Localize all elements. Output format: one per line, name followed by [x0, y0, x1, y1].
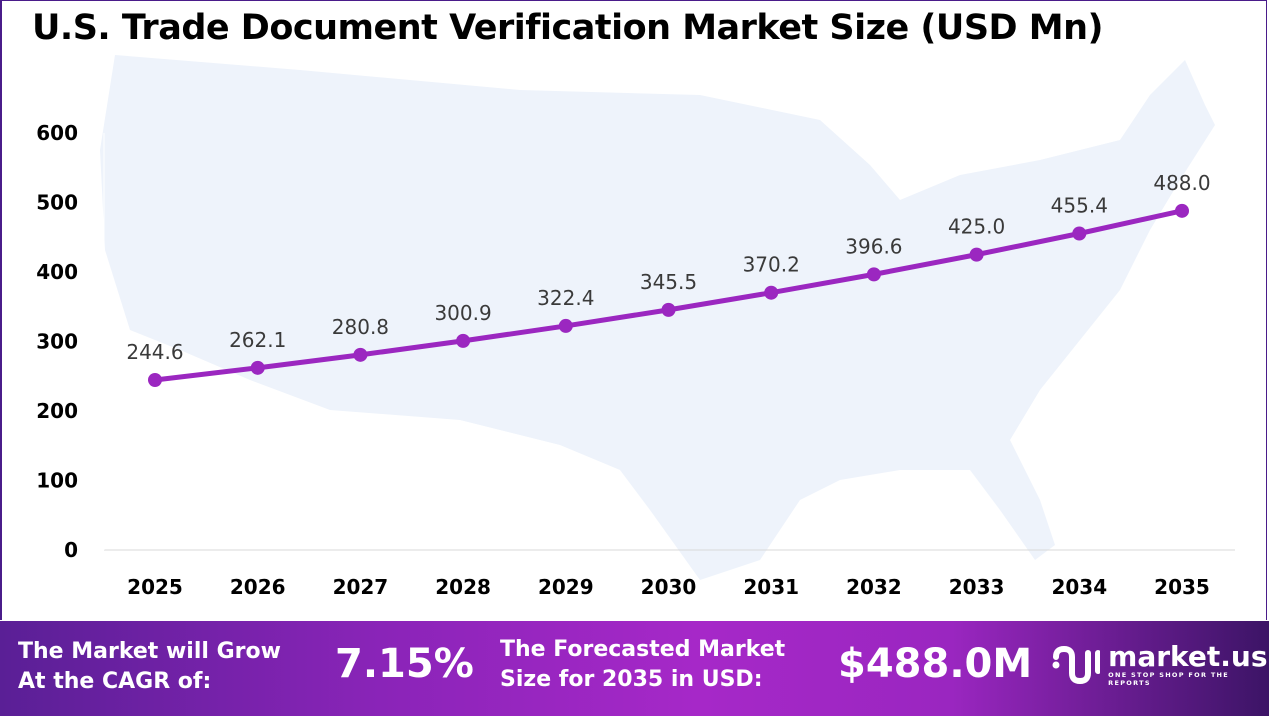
data-point: [456, 333, 471, 348]
forecast-label-line1: The Forecasted Market: [500, 637, 786, 662]
data-point: [866, 267, 881, 282]
market-us-logo: market.us ONE STOP SHOP FOR THE REPORTS: [1050, 643, 1269, 687]
logo-tagline: ONE STOP SHOP FOR THE REPORTS: [1108, 671, 1230, 687]
y-tick-label: 500: [36, 191, 78, 215]
series-line: [154, 208, 1183, 383]
x-tick-label: 2026: [230, 575, 286, 599]
y-tick-label: 200: [36, 399, 78, 423]
data-point: [558, 318, 573, 333]
y-tick-label: 100: [36, 469, 78, 493]
data-label: 300.9: [434, 301, 491, 325]
footer-banner: The Market will Grow At the CAGR of: 7.1…: [0, 621, 1269, 716]
logo-name: market.us: [1108, 640, 1268, 673]
chart-frame: [0, 0, 1267, 620]
forecast-label-line2: Size for 2035 in USD:: [500, 667, 763, 692]
x-tick-label: 2033: [949, 575, 1005, 599]
line-chart: 0 100 200 300 400 500 600 2025 2026 2027 2028 2029 2…: [36, 121, 1235, 599]
data-label: 345.5: [640, 270, 697, 294]
data-point: [353, 347, 368, 362]
cagr-label-line1: The Market will Grow: [18, 639, 281, 664]
x-tick-label: 2030: [641, 575, 697, 599]
forecast-value: $488.0M: [838, 641, 1033, 687]
chart-title: U.S. Trade Document Verification Market …: [32, 8, 1104, 48]
x-tick-label: 2027: [333, 575, 389, 599]
data-point: [1175, 203, 1189, 218]
y-tick-label: 400: [36, 260, 78, 284]
us-map-background: [100, 55, 1215, 580]
data-point: [250, 360, 265, 375]
data-label: 488.0: [1153, 171, 1210, 195]
data-point: [764, 285, 779, 300]
data-label: 396.6: [845, 234, 902, 258]
data-label: 244.6: [126, 340, 183, 364]
data-point: [969, 247, 984, 262]
cagr-label-line2: At the CAGR of:: [18, 669, 212, 694]
x-tick-label: 2032: [846, 575, 902, 599]
x-tick-label: 2025: [127, 575, 183, 599]
data-point: [148, 373, 162, 388]
data-point: [661, 302, 676, 317]
x-tick-label: 2034: [1051, 575, 1107, 599]
y-tick-label: 300: [36, 330, 78, 354]
data-point: [1072, 226, 1087, 241]
cagr-value: 7.15%: [335, 641, 474, 687]
x-tick-label: 2028: [435, 575, 491, 599]
data-label: 322.4: [537, 286, 594, 310]
y-tick-label: 600: [36, 121, 78, 145]
x-tick-label: 2031: [743, 575, 799, 599]
data-label: 262.1: [229, 328, 286, 352]
logo-mark-icon: [1052, 645, 1101, 685]
data-label: 280.8: [332, 315, 389, 339]
y-tick-label: 0: [64, 538, 78, 562]
x-tick-label: 2029: [538, 575, 594, 599]
data-label: 455.4: [1051, 193, 1108, 217]
data-label: 425.0: [948, 215, 1005, 239]
x-tick-label: 2035: [1154, 575, 1210, 599]
data-label: 370.2: [743, 253, 800, 277]
